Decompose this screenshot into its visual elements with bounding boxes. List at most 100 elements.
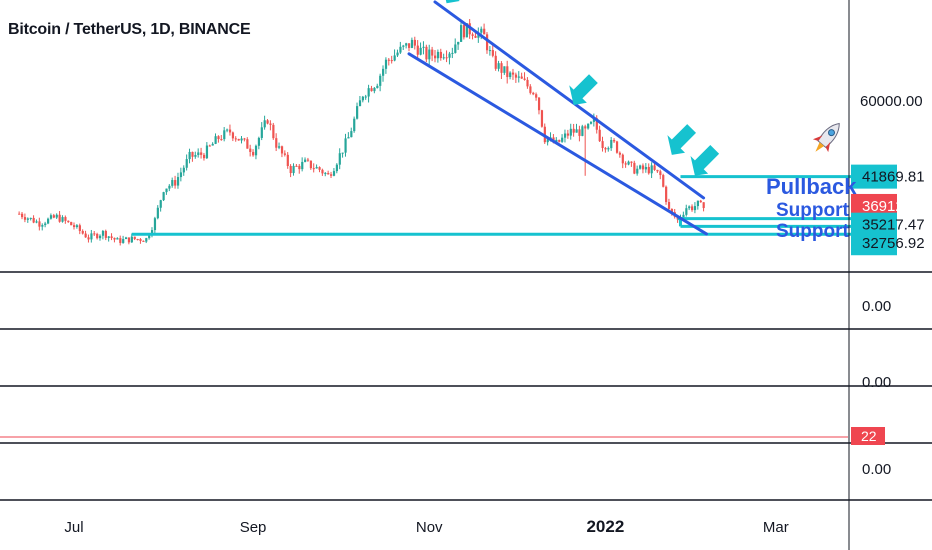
candle-body <box>96 233 99 239</box>
candle-body <box>119 238 122 243</box>
candle-body <box>621 154 624 164</box>
candle-body <box>208 145 211 147</box>
candle-body <box>402 45 405 47</box>
candle-body <box>341 152 344 154</box>
candle-body <box>670 208 674 213</box>
time-axis-label: 2022 <box>586 517 624 536</box>
candle-body <box>32 217 35 223</box>
candle-body <box>665 186 668 203</box>
candle-body <box>387 59 390 61</box>
signal-arrows <box>445 0 720 176</box>
candle-body <box>286 154 289 167</box>
candle-body <box>231 132 235 139</box>
candle-body <box>503 66 506 73</box>
candle-body <box>84 233 87 238</box>
candle-body <box>509 72 512 78</box>
candle-body <box>691 206 694 211</box>
candle-body <box>393 55 396 61</box>
candle-body <box>49 215 53 219</box>
candle-body <box>491 50 494 56</box>
time-axis-label: Sep <box>240 519 267 536</box>
candle-body <box>425 46 428 60</box>
candle-body <box>569 128 572 136</box>
candle-body <box>558 139 561 142</box>
candle-body <box>332 171 336 176</box>
price-tag-label: 35217.47 <box>862 217 925 234</box>
candle-body <box>699 200 702 203</box>
signal-arrow <box>445 0 460 4</box>
candle-body <box>254 145 258 156</box>
candle-body <box>650 165 653 174</box>
candle-body <box>428 49 431 60</box>
candle-body <box>520 76 523 79</box>
candle-body <box>347 137 350 139</box>
candle-body <box>659 171 662 176</box>
candle-body <box>318 167 321 170</box>
candle-body <box>38 221 41 227</box>
candle-body <box>309 160 313 169</box>
candle-body <box>540 110 544 127</box>
pane-value-label: 0.00 <box>862 374 891 391</box>
candle-body <box>168 185 171 189</box>
candle-body <box>379 75 382 86</box>
candle-body <box>396 52 399 56</box>
candle-body <box>595 118 598 130</box>
channel-upper-line <box>433 0 706 200</box>
candle-body <box>644 166 648 170</box>
candle-body <box>618 152 622 155</box>
candle-body <box>636 168 639 174</box>
candle-body <box>566 133 570 136</box>
pane-marker-label: 22 <box>861 428 877 444</box>
candle-body <box>312 168 315 170</box>
candle-body <box>413 39 416 46</box>
candle-body <box>130 236 133 243</box>
candle-body <box>202 154 206 159</box>
horizontal-levels <box>131 175 860 236</box>
candle-body <box>98 235 102 239</box>
candle-body <box>488 50 492 52</box>
candle-body <box>344 138 347 153</box>
candle-body <box>211 143 214 146</box>
candle-body <box>217 136 220 140</box>
signal-arrow <box>667 124 697 155</box>
candle-body <box>200 152 203 155</box>
candle-body <box>283 153 287 155</box>
candle-body <box>555 139 558 143</box>
candle-body <box>613 140 616 142</box>
candle-body <box>275 138 278 148</box>
candle-body <box>373 87 376 92</box>
candle-body <box>497 63 500 69</box>
candle-body <box>47 218 50 224</box>
candle-body <box>266 120 269 124</box>
candle-body <box>587 123 590 129</box>
candle-body <box>243 138 246 140</box>
candle-body <box>90 233 93 240</box>
candle-body <box>693 206 697 211</box>
candle-body <box>546 139 549 143</box>
candle-body <box>240 138 243 141</box>
candle-body <box>61 217 64 222</box>
candle-body <box>656 169 659 172</box>
candle-body <box>662 175 665 187</box>
channel-lower-line <box>407 52 708 236</box>
candle-body <box>295 165 298 167</box>
candle-body <box>364 96 367 98</box>
candle-body <box>506 66 509 78</box>
candle-body <box>382 68 385 76</box>
candle-body <box>439 51 442 59</box>
candle-body <box>249 148 252 152</box>
candle-body <box>584 126 587 129</box>
candle-body <box>133 236 136 240</box>
candle-body <box>607 148 610 150</box>
candle-body <box>35 221 38 223</box>
candle-body <box>26 218 29 220</box>
candle-body <box>64 217 67 221</box>
candle-body <box>445 57 448 59</box>
candle-body <box>641 165 645 170</box>
price-tag-label: 32756.92 <box>862 235 925 252</box>
candle-body <box>306 159 310 161</box>
candle-body <box>416 45 419 55</box>
candle-body <box>194 155 197 157</box>
candle-body <box>58 214 61 222</box>
